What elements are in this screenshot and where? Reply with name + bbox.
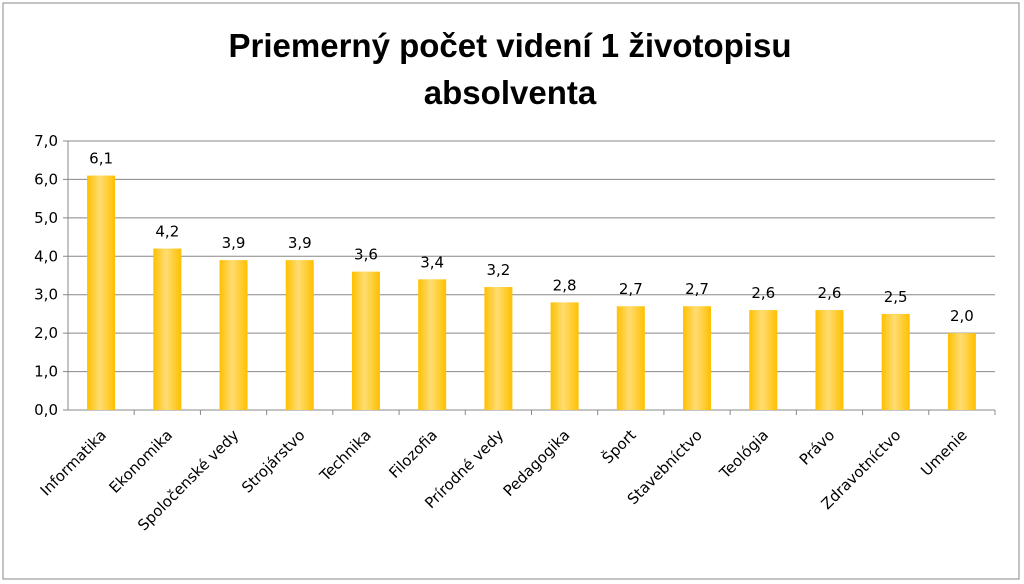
y-tick-label: 0,0 — [34, 401, 58, 419]
bar-shine — [285, 260, 314, 410]
data-label: 2,7 — [619, 280, 643, 298]
bar-shine — [683, 306, 712, 410]
x-tick-label: Ekonomika — [106, 426, 177, 497]
x-tick-label: Informatika — [37, 426, 110, 499]
y-tick-label: 7,0 — [34, 132, 58, 150]
data-label: 2,7 — [685, 280, 709, 298]
y-tick-label: 6,0 — [34, 170, 58, 188]
x-tick-label: Filozofia — [385, 426, 441, 482]
bar-shine — [947, 333, 976, 410]
bar-shine — [550, 302, 579, 410]
y-tick-label: 5,0 — [34, 209, 58, 227]
data-label: 2,5 — [884, 288, 908, 306]
bar-shine — [418, 279, 447, 410]
bar-shine — [87, 175, 116, 410]
bar-shine — [351, 271, 380, 410]
chart-title: Priemerný počet videní 1 životopisu abso… — [228, 27, 792, 111]
data-label: 3,4 — [420, 253, 444, 271]
x-tick-label: Šport — [598, 425, 640, 467]
bar-shine — [219, 260, 248, 410]
x-tick-label: Strojárstvo — [238, 426, 309, 497]
x-tick-label: Pedagogika — [500, 426, 574, 500]
y-tick-label: 1,0 — [34, 363, 58, 381]
bar-shine — [749, 310, 778, 410]
bar-shine — [881, 313, 910, 410]
y-tick-label: 3,0 — [34, 286, 58, 304]
data-label: 3,6 — [354, 246, 378, 264]
bar-shine — [484, 287, 513, 410]
y-tick-label: 4,0 — [34, 247, 58, 265]
x-tick-label: Teológia — [715, 426, 772, 483]
x-tick-label: Technika — [315, 426, 374, 485]
data-label: 3,9 — [222, 234, 246, 252]
data-label: 2,6 — [818, 284, 842, 302]
bar-shine — [153, 248, 182, 410]
data-label: 2,8 — [553, 276, 577, 294]
data-label: 3,9 — [288, 234, 312, 252]
data-label: 2,6 — [751, 284, 775, 302]
x-tick-label: Umenie — [917, 426, 971, 480]
y-tick-label: 2,0 — [34, 324, 58, 342]
data-label: 2,0 — [950, 307, 974, 325]
bar-shine — [815, 310, 844, 410]
data-label: 6,1 — [89, 150, 113, 168]
data-label: 3,2 — [486, 261, 510, 279]
data-label: 4,2 — [155, 223, 179, 241]
bar-shine — [616, 306, 645, 410]
x-tick-label: Právo — [796, 426, 839, 469]
